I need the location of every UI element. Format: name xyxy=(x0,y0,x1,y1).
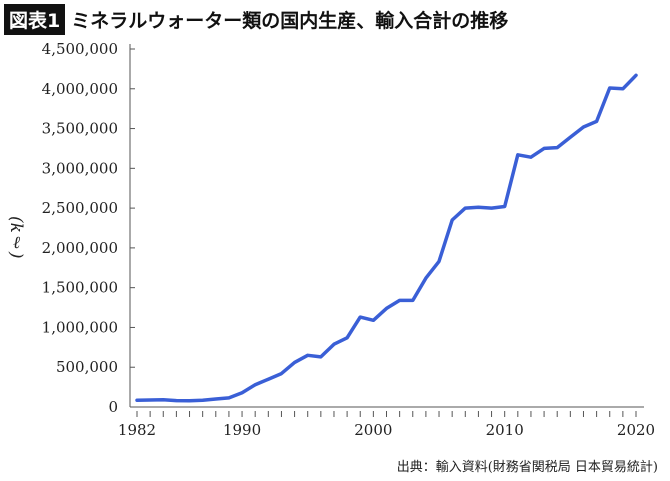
chart-header: 図表1 ミネラルウォーター類の国内生産、輸入合計の推移 xyxy=(4,4,508,35)
x-tick-label: 1982 xyxy=(118,421,156,439)
y-tick-label: 2,000,000 xyxy=(42,239,118,257)
chart-title: ミネラルウォーター類の国内生産、輸入合計の推移 xyxy=(71,10,509,32)
x-tick-label: 2000 xyxy=(354,421,392,439)
y-tick-label: 2,500,000 xyxy=(42,199,118,217)
y-tick-label: 0 xyxy=(108,398,118,416)
y-tick-label: 500,000 xyxy=(56,358,118,376)
y-tick-label: 1,500,000 xyxy=(42,279,118,297)
y-tick-label: 3,500,000 xyxy=(42,120,118,138)
y-tick-label: 4,000,000 xyxy=(42,80,118,98)
x-tick-label: 1990 xyxy=(223,421,261,439)
source-note: 出典：輸入資料(財務省関税局 日本貿易統計) xyxy=(396,460,658,475)
y-axis-label: (kℓ) xyxy=(6,216,26,259)
x-tick-label: 2010 xyxy=(486,421,524,439)
data-line xyxy=(135,73,638,403)
x-tick-label: 2020 xyxy=(617,421,655,439)
figure-badge: 図表1 xyxy=(4,4,66,35)
y-tick-label: 3,000,000 xyxy=(42,159,118,177)
y-tick-label: 4,500,000 xyxy=(42,40,118,58)
y-tick-label: 1,000,000 xyxy=(42,318,118,336)
